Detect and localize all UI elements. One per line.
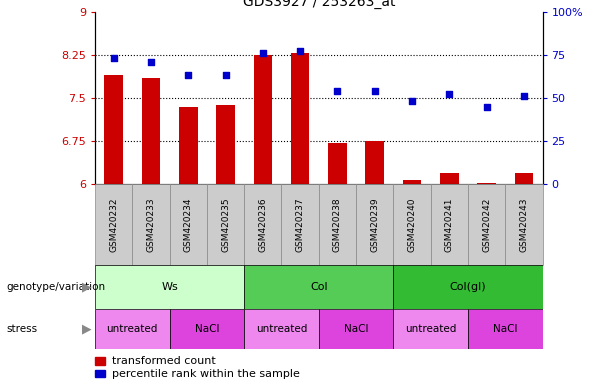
Bar [328, 143, 347, 184]
Point [519, 93, 529, 99]
Bar [95, 309, 170, 349]
Text: Col: Col [310, 282, 327, 292]
Text: GSM420238: GSM420238 [333, 197, 342, 252]
Bar [291, 53, 310, 184]
Text: GSM420241: GSM420241 [445, 197, 454, 252]
Bar [244, 309, 319, 349]
Text: GSM420234: GSM420234 [184, 197, 192, 252]
Bar [179, 107, 197, 184]
Bar [403, 180, 421, 184]
Point [221, 72, 230, 78]
Point [332, 88, 342, 94]
Bar [95, 265, 244, 309]
Bar [95, 357, 105, 364]
Title: GDS3927 / 253263_at: GDS3927 / 253263_at [243, 0, 395, 9]
Text: GSM420232: GSM420232 [109, 197, 118, 252]
Bar [142, 78, 160, 184]
Text: transformed count: transformed count [112, 356, 216, 366]
Bar [514, 173, 533, 184]
Text: Ws: Ws [161, 282, 178, 292]
Text: stress: stress [6, 324, 37, 334]
Text: NaCl: NaCl [493, 324, 517, 334]
Text: Col(gl): Col(gl) [449, 282, 486, 292]
Bar [319, 309, 394, 349]
Bar [95, 184, 132, 265]
Bar [394, 265, 543, 309]
Text: GSM420236: GSM420236 [258, 197, 267, 252]
Bar [319, 184, 356, 265]
Bar [430, 184, 468, 265]
Text: GSM420240: GSM420240 [408, 197, 416, 252]
Text: GSM420242: GSM420242 [482, 197, 491, 252]
Bar [281, 184, 319, 265]
Bar [440, 173, 459, 184]
Point [482, 104, 492, 110]
Bar [170, 184, 207, 265]
Text: GSM420243: GSM420243 [519, 197, 528, 252]
Text: GSM420239: GSM420239 [370, 197, 379, 252]
Bar [365, 141, 384, 184]
Bar [244, 184, 281, 265]
Text: untreated: untreated [107, 324, 158, 334]
Bar [170, 309, 244, 349]
Point [258, 50, 268, 56]
Text: GSM420235: GSM420235 [221, 197, 230, 252]
Bar [356, 184, 394, 265]
Point [444, 91, 454, 98]
Bar [394, 184, 430, 265]
Text: genotype/variation: genotype/variation [6, 282, 105, 292]
Text: NaCl: NaCl [195, 324, 219, 334]
Point [109, 55, 118, 61]
Bar [104, 75, 123, 184]
Bar [468, 184, 505, 265]
Text: ▶: ▶ [82, 323, 92, 336]
Text: GSM420233: GSM420233 [147, 197, 156, 252]
Bar [394, 309, 468, 349]
Point [407, 98, 417, 104]
Bar [244, 265, 394, 309]
Text: percentile rank within the sample: percentile rank within the sample [112, 369, 300, 379]
Text: untreated: untreated [256, 324, 307, 334]
Bar [95, 370, 105, 377]
Bar [254, 55, 272, 184]
Point [146, 59, 156, 65]
Point [183, 72, 193, 78]
Point [295, 48, 305, 54]
Text: untreated: untreated [405, 324, 456, 334]
Bar [216, 105, 235, 184]
Bar [207, 184, 244, 265]
Bar [468, 309, 543, 349]
Point [370, 88, 379, 94]
Bar [478, 183, 496, 184]
Bar [132, 184, 170, 265]
Text: GSM420237: GSM420237 [295, 197, 305, 252]
Bar [505, 184, 543, 265]
Text: ▶: ▶ [82, 281, 92, 293]
Text: NaCl: NaCl [344, 324, 368, 334]
